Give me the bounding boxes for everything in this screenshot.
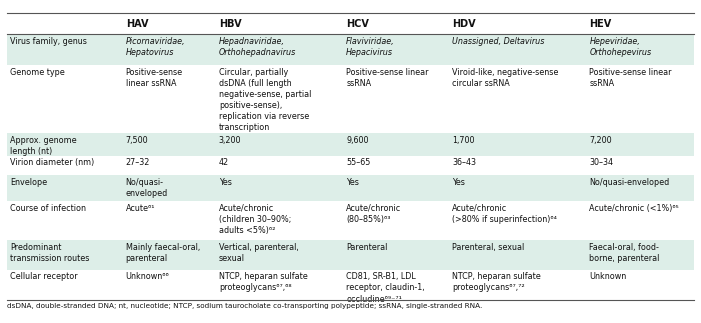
Text: Yes: Yes bbox=[452, 178, 465, 186]
Text: Parenteral: Parenteral bbox=[346, 243, 388, 252]
Text: Predominant
transmission routes: Predominant transmission routes bbox=[10, 243, 89, 263]
Text: dsDNA, double-stranded DNA; nt, nucleotide; NTCP, sodium taurocholate co-transpo: dsDNA, double-stranded DNA; nt, nucleoti… bbox=[7, 303, 482, 309]
Text: Picornaviridae,
Hepatovirus: Picornaviridae, Hepatovirus bbox=[125, 37, 185, 57]
Text: HEV: HEV bbox=[590, 19, 612, 29]
Text: HDV: HDV bbox=[452, 19, 476, 29]
Text: Hepeviridae,
Orthohepevirus: Hepeviridae, Orthohepevirus bbox=[590, 37, 651, 57]
Text: Vertical, parenteral,
sexual: Vertical, parenteral, sexual bbox=[219, 243, 299, 263]
Text: Acute/chronic
(80–85%)⁶³: Acute/chronic (80–85%)⁶³ bbox=[346, 204, 402, 224]
Text: 9,600: 9,600 bbox=[346, 136, 369, 145]
Text: Yes: Yes bbox=[219, 178, 231, 186]
Text: Flaviviridae,
Hepacivirus: Flaviviridae, Hepacivirus bbox=[346, 37, 395, 57]
Text: Approx. genome
length (nt): Approx. genome length (nt) bbox=[10, 136, 76, 156]
Text: Unknown⁶⁶: Unknown⁶⁶ bbox=[125, 272, 170, 281]
Text: Genome type: Genome type bbox=[10, 68, 64, 77]
Text: 42: 42 bbox=[219, 158, 229, 167]
Text: 3,200: 3,200 bbox=[219, 136, 241, 145]
Text: NTCP, heparan sulfate
proteoglycans⁶⁷,⁶⁸: NTCP, heparan sulfate proteoglycans⁶⁷,⁶⁸ bbox=[219, 272, 308, 292]
Text: Course of infection: Course of infection bbox=[10, 204, 86, 213]
Text: CD81, SR-B1, LDL
receptor, claudin-1,
occludine⁶⁹⁻⁷¹: CD81, SR-B1, LDL receptor, claudin-1, oc… bbox=[346, 272, 425, 304]
Text: 36–43: 36–43 bbox=[452, 158, 476, 167]
Text: 55–65: 55–65 bbox=[346, 158, 371, 167]
Text: Positive-sense linear
ssRNA: Positive-sense linear ssRNA bbox=[590, 68, 672, 88]
Text: Hepadnaviridae,
Orthohepadnavirus: Hepadnaviridae, Orthohepadnavirus bbox=[219, 37, 296, 57]
Text: Acute/chronic
(>80% if superinfection)⁶⁴: Acute/chronic (>80% if superinfection)⁶⁴ bbox=[452, 204, 557, 224]
Text: 30–34: 30–34 bbox=[590, 158, 613, 167]
Text: Acute⁶¹: Acute⁶¹ bbox=[125, 204, 155, 213]
Text: HBV: HBV bbox=[219, 19, 241, 29]
Text: Unknown: Unknown bbox=[590, 272, 627, 281]
Text: Positive-sense
linear ssRNA: Positive-sense linear ssRNA bbox=[125, 68, 183, 88]
Text: Cellular receptor: Cellular receptor bbox=[10, 272, 77, 281]
Text: Unassigned, Deltavirus: Unassigned, Deltavirus bbox=[452, 37, 545, 46]
Text: Yes: Yes bbox=[346, 178, 359, 186]
Text: Positive-sense linear
ssRNA: Positive-sense linear ssRNA bbox=[346, 68, 428, 88]
Text: No/quasi-enveloped: No/quasi-enveloped bbox=[590, 178, 669, 186]
Text: 7,500: 7,500 bbox=[125, 136, 149, 145]
Text: Envelope: Envelope bbox=[10, 178, 47, 186]
Text: No/quasi-
enveloped: No/quasi- enveloped bbox=[125, 178, 168, 198]
Text: Circular, partially
dsDNA (full length
negative-sense, partial
positive-sense),
: Circular, partially dsDNA (full length n… bbox=[219, 68, 311, 132]
Bar bbox=[7, 175, 694, 201]
Text: 1,700: 1,700 bbox=[452, 136, 475, 145]
Bar bbox=[7, 133, 694, 156]
Text: 7,200: 7,200 bbox=[590, 136, 612, 145]
Text: Virion diameter (nm): Virion diameter (nm) bbox=[10, 158, 94, 167]
Bar bbox=[7, 34, 694, 65]
Text: Faecal-oral, food-
borne, parenteral: Faecal-oral, food- borne, parenteral bbox=[590, 243, 660, 263]
Text: Acute/chronic (<1%)⁶⁵: Acute/chronic (<1%)⁶⁵ bbox=[590, 204, 679, 213]
Text: Mainly faecal-oral,
parenteral: Mainly faecal-oral, parenteral bbox=[125, 243, 200, 263]
Text: NTCP, heparan sulfate
proteoglycans⁶⁷,⁷²: NTCP, heparan sulfate proteoglycans⁶⁷,⁷² bbox=[452, 272, 540, 292]
Text: Virus family, genus: Virus family, genus bbox=[10, 37, 87, 46]
Text: HAV: HAV bbox=[125, 19, 148, 29]
Text: Acute/chronic
(children 30–90%;
adults <5%)⁶²: Acute/chronic (children 30–90%; adults <… bbox=[219, 204, 291, 235]
Text: HCV: HCV bbox=[346, 19, 369, 29]
Bar bbox=[7, 240, 694, 270]
Text: Parenteral, sexual: Parenteral, sexual bbox=[452, 243, 524, 252]
Text: Viroid-like, negative-sense
circular ssRNA: Viroid-like, negative-sense circular ssR… bbox=[452, 68, 559, 88]
Text: 27–32: 27–32 bbox=[125, 158, 150, 167]
